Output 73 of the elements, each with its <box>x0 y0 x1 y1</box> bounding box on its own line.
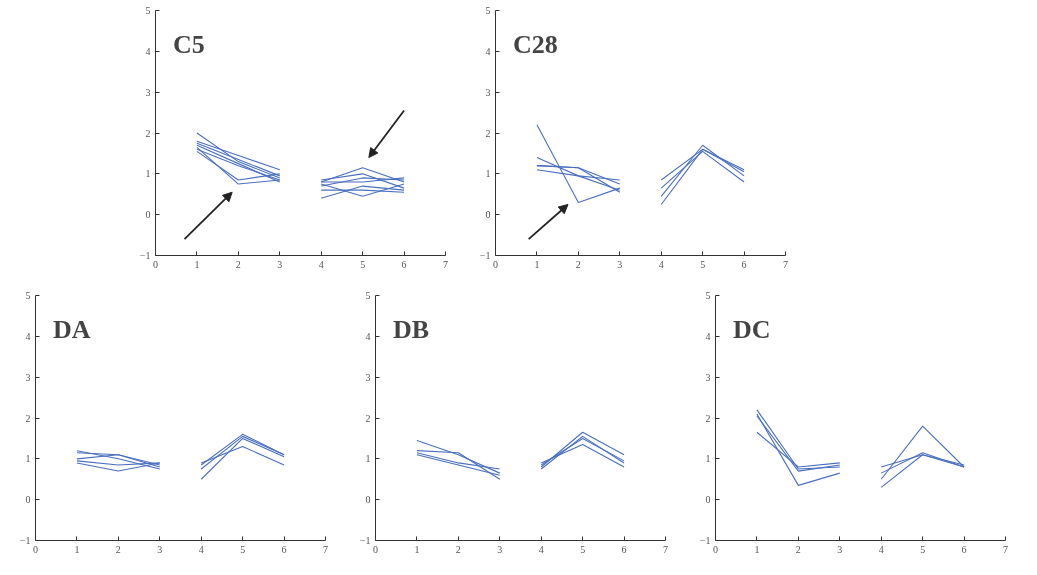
y-tick-label: 0 <box>705 494 711 506</box>
x-tick-label: 5 <box>580 543 586 555</box>
x-tick-label: 1 <box>74 543 80 555</box>
y-tick-label: −1 <box>19 535 31 546</box>
x-tick-label: 7 <box>783 258 788 270</box>
x-tick-label: 6 <box>961 543 967 555</box>
x-tick-label: 6 <box>281 543 287 555</box>
y-tick-label: 4 <box>705 330 711 342</box>
x-tick-label: 6 <box>741 258 747 270</box>
y-tick-label: 5 <box>485 5 491 16</box>
y-tick-label: 5 <box>145 5 151 16</box>
y-tick-label: 4 <box>145 45 151 57</box>
text: C28 <box>512 30 558 60</box>
text: DB <box>392 315 430 345</box>
y-tick-label: 4 <box>25 330 31 342</box>
x-tick-label: 3 <box>837 543 843 555</box>
y-tick-label: 3 <box>365 371 371 383</box>
y-tick-label: 1 <box>485 168 491 180</box>
y-tick-label: 0 <box>485 209 491 221</box>
x-tick-label: 7 <box>1003 543 1008 555</box>
y-tick-label: −1 <box>359 535 371 546</box>
x-tick-label: 6 <box>401 258 407 270</box>
y-tick-label: 2 <box>705 412 711 424</box>
y-tick-label: 0 <box>145 209 151 221</box>
x-tick-label: 4 <box>318 258 324 270</box>
x-tick-label: 3 <box>157 543 163 555</box>
y-tick-label: −1 <box>479 250 491 261</box>
x-tick-label: 2 <box>115 543 121 555</box>
y-tick-label: 1 <box>705 453 711 465</box>
y-tick-label: 5 <box>705 290 711 301</box>
y-tick-label: 5 <box>25 290 31 301</box>
y-tick-label: 5 <box>365 290 371 301</box>
y-tick-label: 0 <box>25 494 31 506</box>
x-tick-label: 4 <box>658 258 664 270</box>
x-tick-label: 3 <box>497 543 503 555</box>
x-tick-label: 7 <box>443 258 448 270</box>
y-tick-label: −1 <box>139 250 151 261</box>
y-tick-label: 4 <box>365 330 371 342</box>
y-tick-label: −1 <box>699 535 711 546</box>
y-tick-label: 3 <box>485 86 491 98</box>
text: DC <box>732 315 771 345</box>
y-tick-label: 3 <box>145 86 151 98</box>
x-tick-label: 4 <box>198 543 204 555</box>
x-tick-label: 2 <box>235 258 241 270</box>
x-tick-label: 5 <box>240 543 246 555</box>
x-tick-label: 7 <box>663 543 668 555</box>
x-tick-label: 3 <box>617 258 623 270</box>
y-tick-label: 2 <box>485 127 491 139</box>
x-tick-label: 2 <box>455 543 461 555</box>
y-tick-label: 3 <box>25 371 31 383</box>
x-tick-label: 4 <box>538 543 544 555</box>
y-tick-label: 2 <box>25 412 31 424</box>
x-tick-label: 7 <box>323 543 328 555</box>
x-tick-label: 1 <box>754 543 760 555</box>
x-tick-label: 1 <box>534 258 540 270</box>
y-tick-label: 2 <box>365 412 371 424</box>
text: DA <box>52 315 91 345</box>
y-tick-label: 2 <box>145 127 151 139</box>
x-tick-label: 2 <box>795 543 801 555</box>
y-tick-label: 1 <box>25 453 31 465</box>
y-tick-label: 1 <box>365 453 371 465</box>
x-tick-label: 3 <box>277 258 283 270</box>
x-tick-label: 2 <box>575 258 581 270</box>
x-tick-label: 6 <box>621 543 627 555</box>
y-tick-label: 4 <box>485 45 491 57</box>
y-tick-label: 3 <box>705 371 711 383</box>
y-tick-label: 0 <box>365 494 371 506</box>
x-tick-label: 1 <box>414 543 420 555</box>
y-tick-label: 1 <box>145 168 151 180</box>
x-tick-label: 4 <box>878 543 884 555</box>
text: C5 <box>172 30 205 60</box>
x-tick-label: 5 <box>920 543 926 555</box>
x-tick-label: 1 <box>194 258 200 270</box>
